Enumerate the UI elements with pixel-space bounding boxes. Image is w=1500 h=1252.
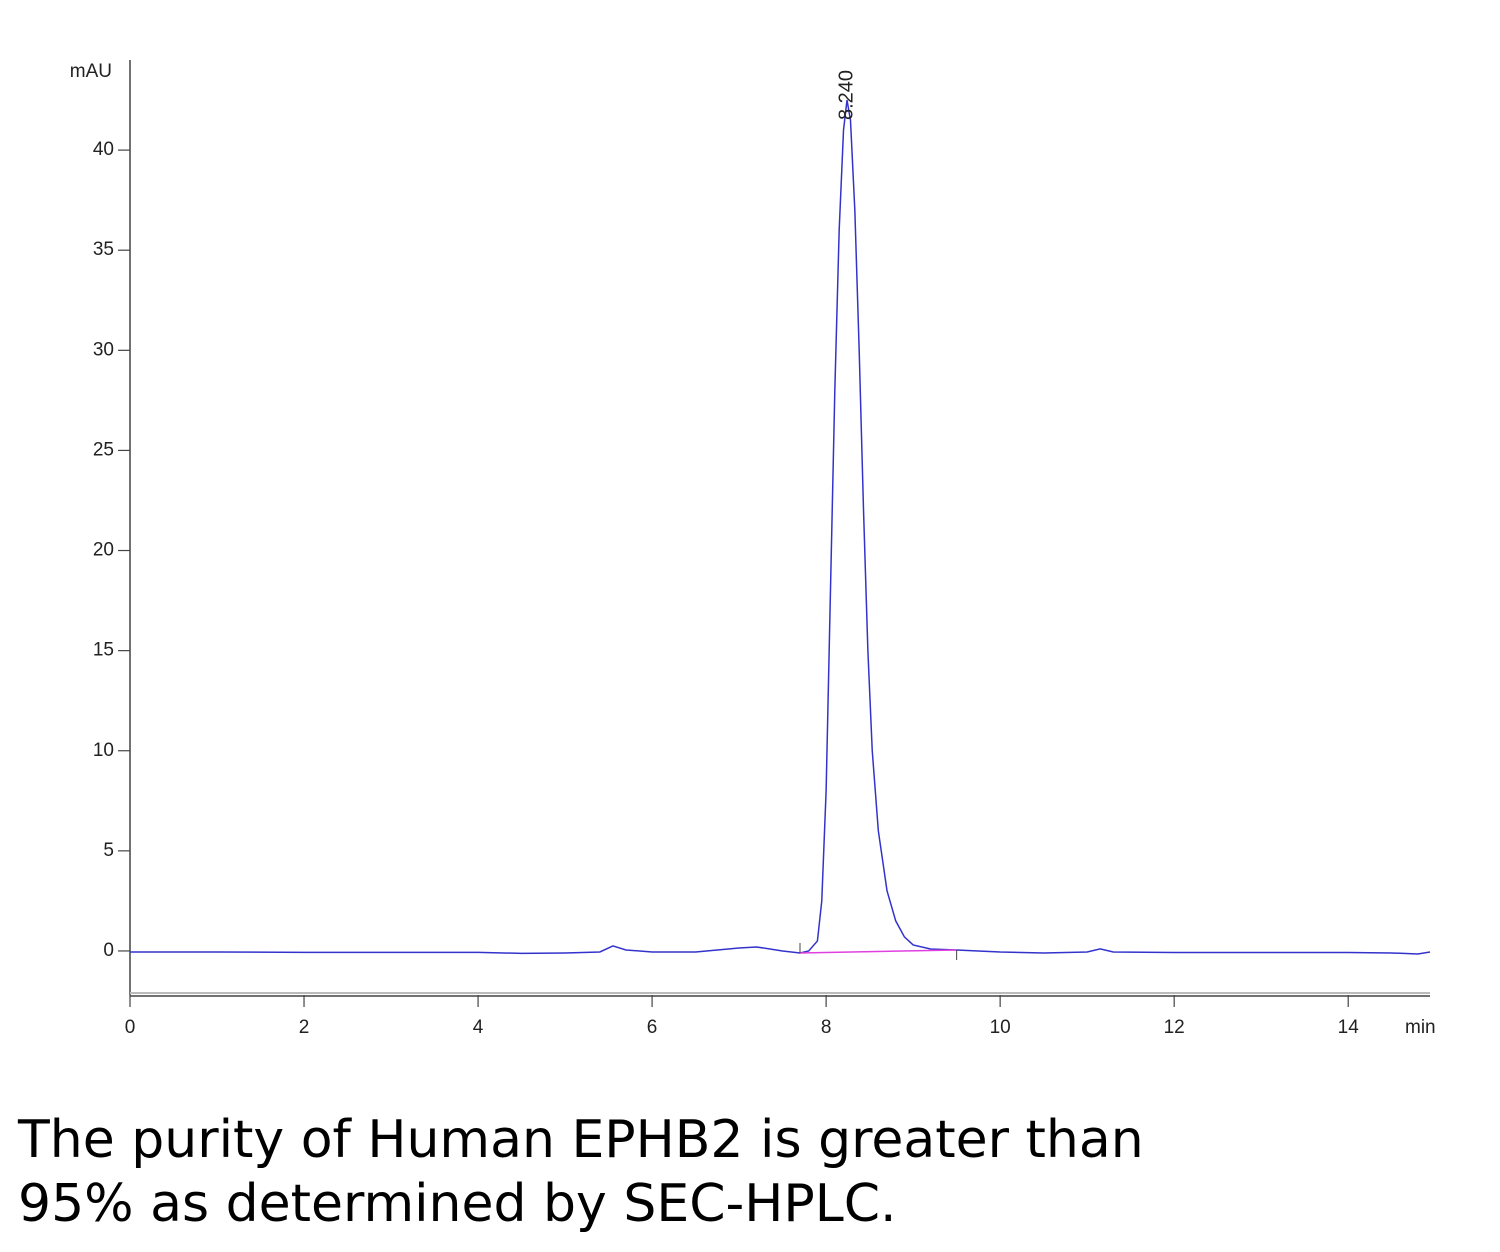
integration-baseline: [799, 949, 957, 954]
y-tick-label: 20: [93, 540, 114, 561]
peak-label: 8.240: [835, 70, 857, 120]
y-tick-label: 40: [93, 139, 114, 160]
x-tick-label: 14: [1338, 1017, 1360, 1038]
y-tick-label: 25: [93, 439, 114, 460]
x-tick-label: 10: [990, 1017, 1011, 1038]
y-tick-label: 0: [103, 940, 114, 961]
y-tick-label: 15: [93, 640, 114, 661]
y-axis-label: mAU: [70, 61, 112, 82]
x-tick-label: 0: [125, 1017, 136, 1038]
y-tick-label: 5: [103, 840, 114, 861]
y-tick-label: 10: [93, 740, 114, 761]
chart: mAU min 0 5 10 15 20 25 30 35 40 0 2 4 6 8 10 12 14 8.240: [70, 60, 1436, 1038]
x-tick-label: 6: [647, 1017, 658, 1038]
chromatogram-line: [130, 99, 1431, 955]
caption: The purity of Human EPHB2 is greater tha…: [18, 1108, 1144, 1236]
y-tick-label: 35: [93, 239, 114, 260]
x-tick-label: 8: [821, 1017, 832, 1038]
y-tick-label: 30: [93, 339, 114, 360]
x-tick-label: 4: [473, 1017, 484, 1038]
caption-line: 95% as determined by SEC-HPLC.: [18, 1174, 897, 1234]
x-tick-label: 2: [299, 1017, 310, 1038]
caption-line: The purity of Human EPHB2 is greater tha…: [18, 1110, 1144, 1170]
x-axis-label: min: [1405, 1017, 1436, 1038]
x-tick-label: 12: [1164, 1017, 1185, 1038]
